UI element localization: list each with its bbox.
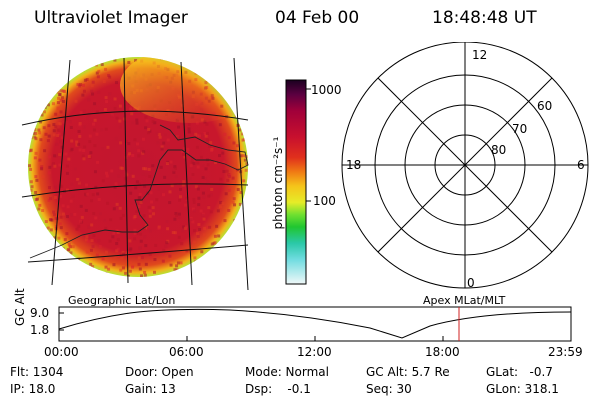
mlt-label-6: 6 [577, 158, 585, 172]
status-gain: Gain: 13 [125, 382, 176, 396]
colorbar-tick-100: 100 [313, 194, 336, 208]
orbit-xtick-1800: 18:00 [425, 345, 460, 359]
mlt-label-0: 0 [467, 276, 475, 290]
status-door: Door: Open [125, 365, 194, 379]
orbit-xtick-1200: 12:00 [297, 345, 332, 359]
status-seq: Seq: 30 [366, 382, 412, 396]
date-label: 04 Feb 00 [275, 8, 360, 28]
status-ip: IP: 18.0 [10, 382, 56, 396]
orbit-xtick-2359: 23:59 [548, 345, 583, 359]
polar-plot [341, 42, 589, 289]
status-dsp: Dsp: -0.1 [245, 382, 311, 396]
colorbar-unit-label: photon cm⁻²s⁻¹ [271, 136, 285, 230]
mlt-label-18: 18 [346, 158, 362, 172]
apex-label: Apex MLat/MLT [423, 294, 506, 307]
orbit-ytick-1-8: 1.8 [30, 323, 50, 337]
instrument-title: Ultraviolet Imager [34, 8, 188, 28]
colorbar-tick-1000: 1000 [311, 83, 342, 97]
auroral-image [21, 57, 249, 290]
lat-label-80: 80 [491, 143, 507, 157]
status-glon: GLon: 318.1 [486, 382, 559, 396]
orbit-xtick-0600: 06:00 [169, 345, 204, 359]
orbit-ylabel: GC Alt [13, 288, 27, 326]
geographic-label: Geographic Lat/Lon [68, 294, 176, 307]
orbit-altitude-plot [58, 306, 572, 342]
time-label: 18:48:48 UT [432, 8, 537, 28]
status-flt: Flt: 1304 [10, 365, 64, 379]
status-gc-alt: GC Alt: 5.7 Re [366, 365, 450, 379]
status-mode: Mode: Normal [245, 365, 329, 379]
lat-label-60: 60 [537, 99, 553, 113]
orbit-xtick-0000: 00:00 [44, 345, 79, 359]
colorbar [285, 79, 311, 285]
mlt-label-12: 12 [472, 48, 488, 62]
status-glat: GLat: -0.7 [486, 365, 553, 379]
lat-label-70: 70 [512, 122, 528, 136]
orbit-ytick-9: 9.0 [30, 306, 50, 320]
